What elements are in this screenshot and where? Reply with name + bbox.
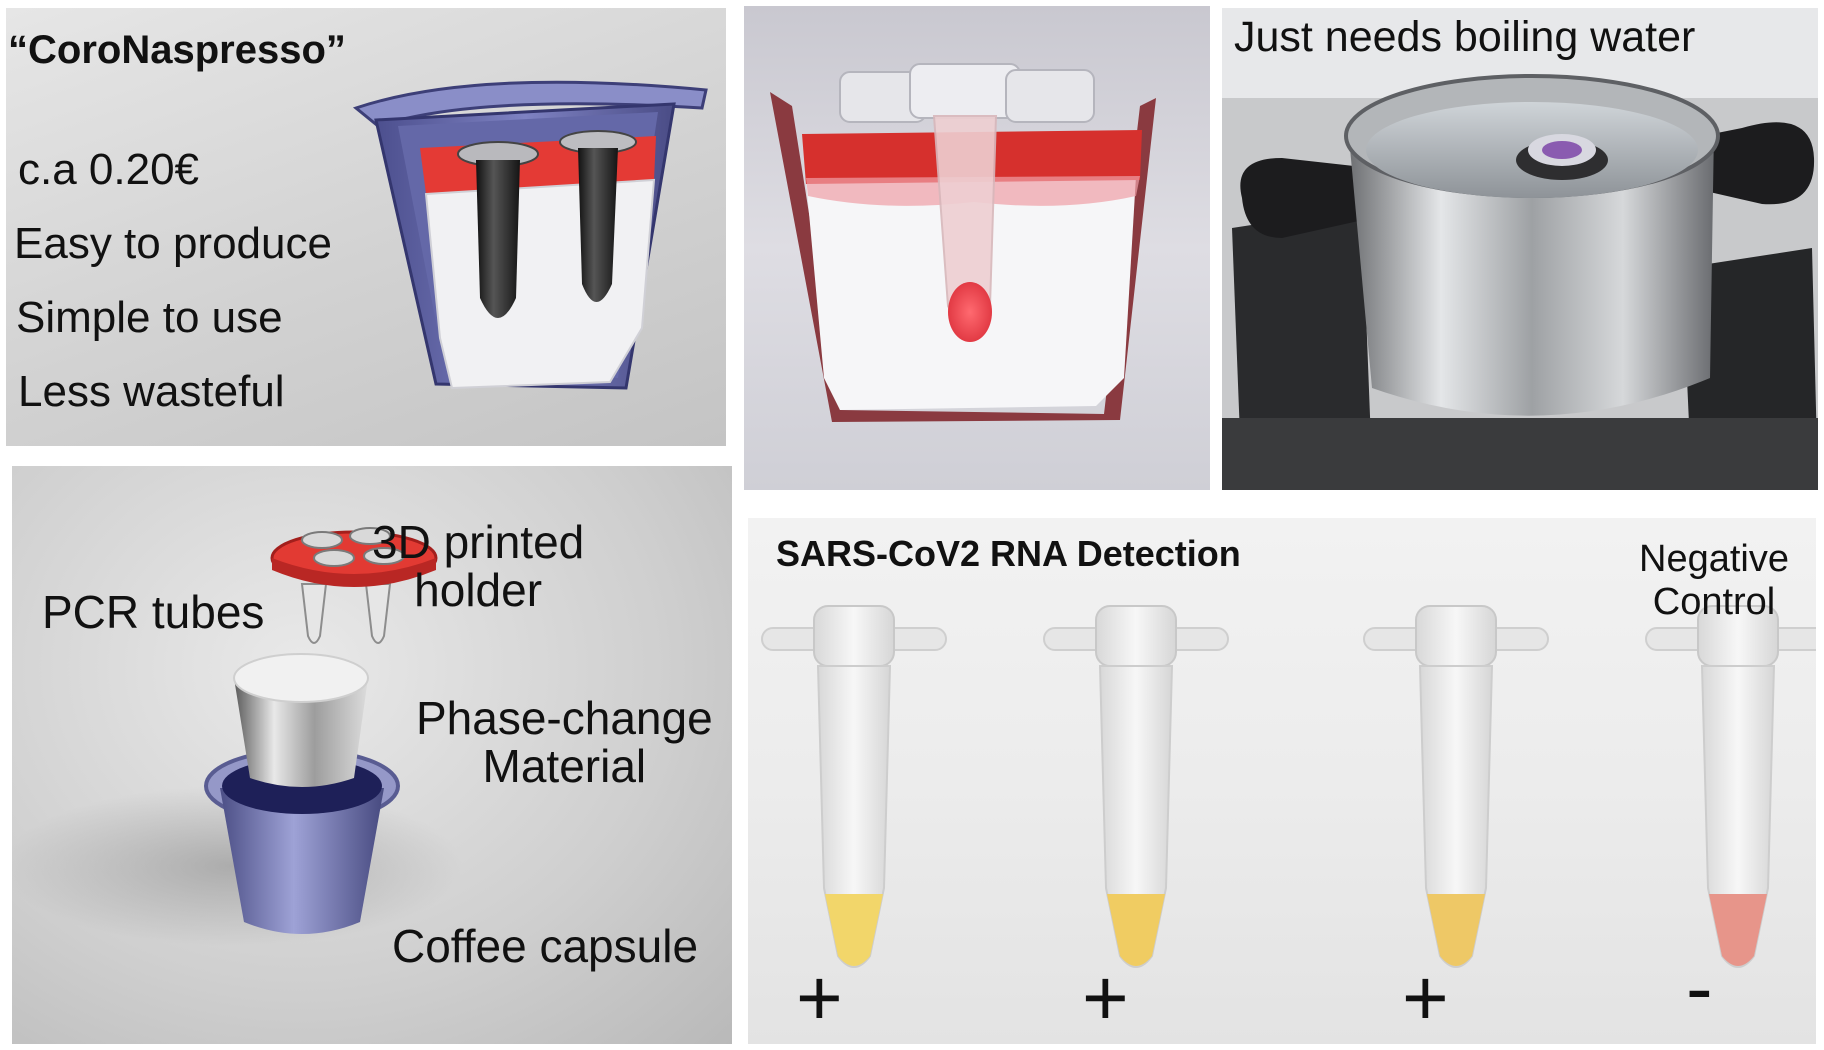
feature-easy-produce: Easy to produce [14,219,332,268]
label-3d-printed-holder: 3D printed holder [372,518,584,615]
exploded-parts-panel: 3D printed holder PCR tubes Phase-change… [12,466,732,1044]
label-phase-change-material: Phase-change Material [416,694,713,791]
feature-less-wasteful: Less wasteful [18,367,285,416]
exploded-view-illustration [12,527,462,946]
pcr-tube-1 [761,605,947,968]
sample-liquid-4 [1709,894,1767,966]
rna-detection-panel: SARS-CoV2 RNA Detection Negative Control… [748,518,1816,1044]
result-sign-1: + [796,953,843,1042]
sample-liquid-1 [825,894,883,966]
pot-illustration [1222,8,1818,490]
capsule-render-panel: “CoroNaspresso” c.a 0.20€ Easy to produc… [6,8,726,446]
cross-section-illustration [770,63,1156,422]
capsule-cross-section-photo [744,6,1210,490]
negative-label-line1: Negative [1639,538,1789,580]
label-coffee-capsule: Coffee capsule [392,920,699,972]
pcm-label-line1: Phase-change [416,692,713,744]
result-sign-4: - [1686,943,1713,1032]
pcr-tube-4 [1645,605,1816,968]
result-sign-3: + [1402,953,1449,1042]
pcr-tube-2 [1043,605,1229,968]
result-sign-2: + [1082,953,1129,1042]
holder-label-line1: 3D printed [372,516,585,568]
pot-caption: Just needs boiling water [1234,13,1696,61]
feature-cost: c.a 0.20€ [18,145,200,194]
label-pcr-tubes: PCR tubes [42,586,265,638]
detection-title: SARS-CoV2 RNA Detection [776,533,1241,574]
negative-control-label: Negative Control [1638,538,1790,623]
pcm-label-line2: Material [482,740,647,793]
sample-liquid-2 [1107,894,1165,966]
negative-label-line2: Control [1652,580,1776,623]
capsule-cutaway-illustration [352,80,708,390]
feature-simple-use: Simple to use [16,293,283,342]
holder-label-line2: holder [414,564,543,617]
pcr-tube-3 [1363,605,1549,968]
sample-liquid-3 [1427,894,1485,966]
product-title: “CoroNaspresso” [8,28,346,72]
detection-tubes-illustration [761,605,1816,968]
boiling-pot-photo: Just needs boiling water [1222,8,1818,490]
